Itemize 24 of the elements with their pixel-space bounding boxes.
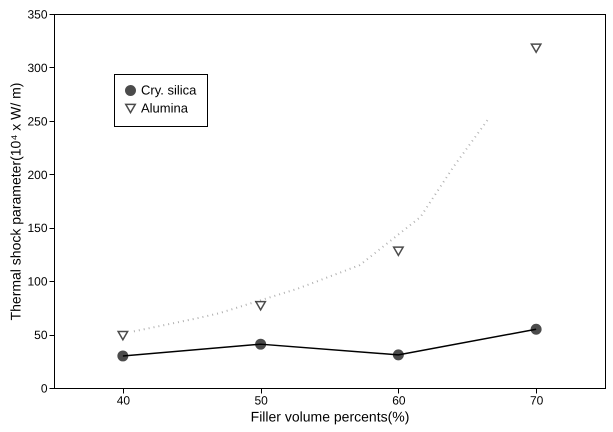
y-tick-label: 150 [27, 221, 48, 236]
point [530, 43, 542, 54]
y-tick-label: 250 [27, 114, 48, 128]
y-tick-label: 100 [27, 274, 48, 289]
x-tick-label: 60 [392, 394, 406, 408]
point [255, 338, 266, 350]
point [392, 349, 404, 360]
y-tick-label: 350 [27, 8, 48, 22]
x-axis-title: Filler volume percents(%) [250, 408, 410, 424]
y-tick-label: 300 [27, 60, 48, 75]
x-tick-label: 40 [116, 394, 130, 408]
point [117, 330, 128, 340]
y-tick-label: 0 [40, 382, 48, 396]
legend-label: Alumina [141, 100, 189, 116]
point [392, 246, 404, 256]
y-tick-label: 50 [34, 328, 48, 342]
point [530, 324, 542, 335]
x-tick-label: 70 [530, 394, 544, 408]
y-tick-label: 200 [27, 168, 48, 182]
point [117, 350, 128, 362]
y-axis-title: Thermal shock parameter(10⁴ x W/ m) [7, 82, 24, 320]
x-tick-label: 50 [254, 394, 268, 408]
legend-label: Cry. silica [141, 82, 198, 98]
point [255, 300, 266, 311]
